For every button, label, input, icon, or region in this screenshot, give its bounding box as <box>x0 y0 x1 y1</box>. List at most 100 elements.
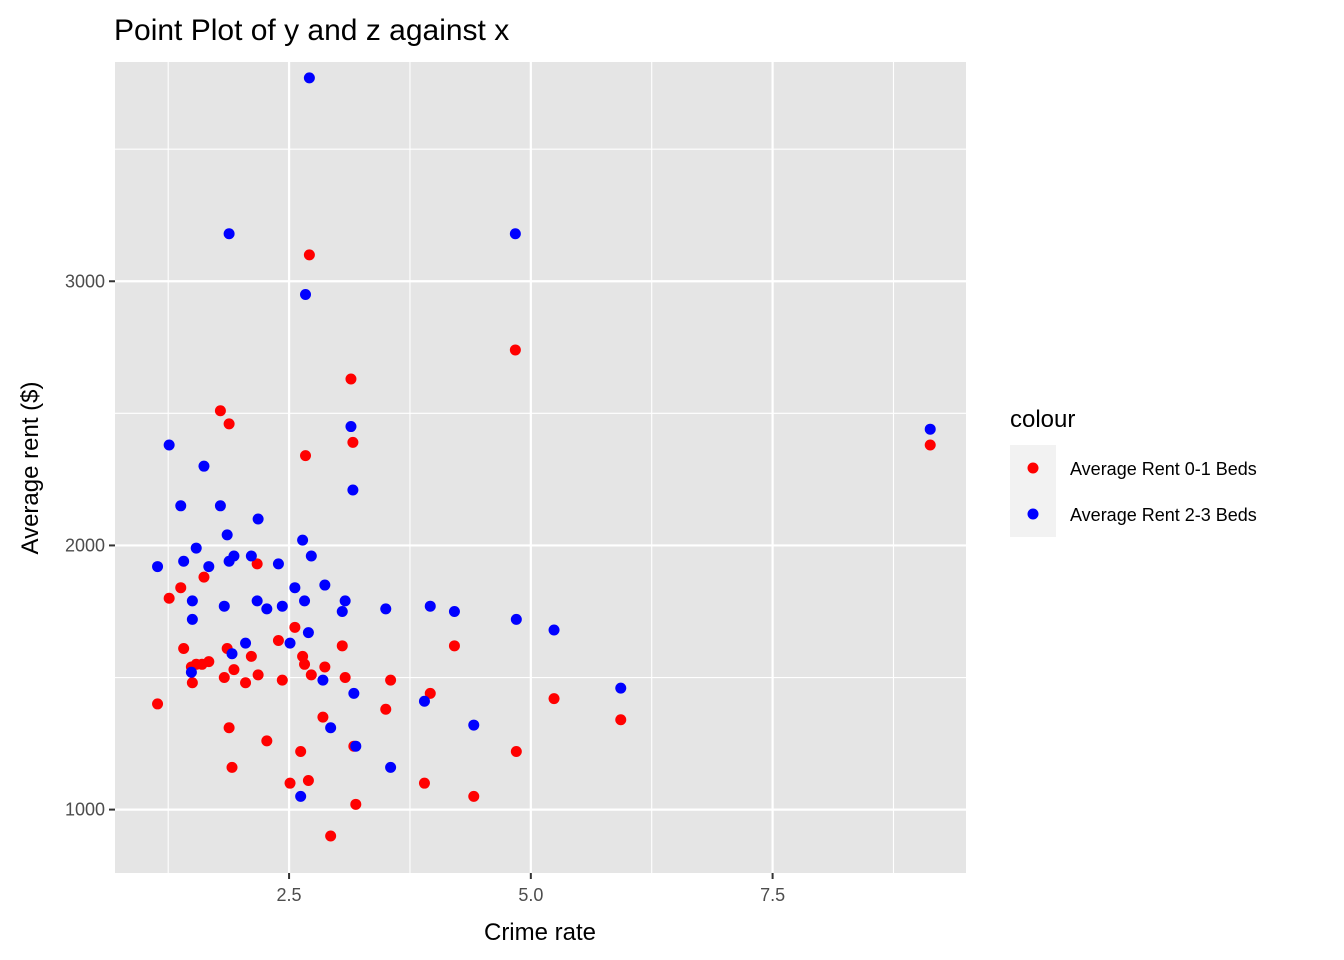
point-rent-0-1-beds <box>303 249 315 261</box>
point-rent-2-3-beds <box>347 484 359 496</box>
point-rent-0-1-beds <box>468 790 480 802</box>
x-tick-label: 7.5 <box>760 885 785 905</box>
point-rent-0-1-beds <box>203 656 215 668</box>
plot-panel <box>115 62 966 873</box>
point-rent-0-1-beds <box>347 436 359 448</box>
point-rent-2-3-beds <box>228 550 240 562</box>
point-rent-0-1-beds <box>251 558 263 570</box>
point-rent-0-1-beds <box>276 674 288 686</box>
point-rent-0-1-beds <box>223 418 235 430</box>
point-rent-2-3-beds <box>297 534 309 546</box>
point-rent-2-3-beds <box>295 790 307 802</box>
point-rent-0-1-beds <box>178 642 190 654</box>
point-rent-2-3-beds <box>251 595 263 607</box>
point-rent-2-3-beds <box>345 421 357 433</box>
point-rent-2-3-beds <box>924 423 936 435</box>
y-axis-title: Average rent ($) <box>17 382 44 555</box>
point-rent-2-3-beds <box>325 722 337 734</box>
point-rent-2-3-beds <box>424 600 436 612</box>
point-rent-2-3-beds <box>203 561 215 573</box>
point-rent-2-3-beds <box>319 579 331 591</box>
point-rent-2-3-beds <box>218 600 230 612</box>
point-rent-2-3-beds <box>245 550 257 562</box>
point-rent-0-1-beds <box>418 777 430 789</box>
legend-label-0-1-beds: Average Rent 0-1 Beds <box>1070 459 1257 479</box>
point-rent-0-1-beds <box>198 571 210 583</box>
point-rent-2-3-beds <box>190 542 202 554</box>
point-rent-0-1-beds <box>509 344 521 356</box>
point-rent-0-1-beds <box>424 687 436 699</box>
point-rent-0-1-beds <box>284 777 296 789</box>
point-rent-0-1-beds <box>319 661 331 673</box>
point-rent-2-3-beds <box>418 695 430 707</box>
point-rent-2-3-beds <box>152 561 164 573</box>
point-rent-2-3-beds <box>510 613 522 625</box>
point-rent-2-3-beds <box>385 761 397 773</box>
point-rent-0-1-beds <box>240 677 252 689</box>
point-rent-2-3-beds <box>261 603 273 615</box>
point-rent-2-3-beds <box>240 637 252 649</box>
point-rent-2-3-beds <box>223 228 235 240</box>
point-rent-0-1-beds <box>302 775 314 787</box>
point-rent-0-1-beds <box>448 640 460 652</box>
point-rent-2-3-beds <box>615 682 627 694</box>
legend-title: colour <box>1010 406 1075 433</box>
point-rent-0-1-beds <box>186 677 198 689</box>
point-rent-0-1-beds <box>924 439 936 451</box>
point-rent-2-3-beds <box>380 603 392 615</box>
point-rent-2-3-beds <box>317 674 329 686</box>
point-rent-0-1-beds <box>272 635 284 647</box>
point-rent-0-1-beds <box>295 745 307 757</box>
point-rent-0-1-beds <box>615 714 627 726</box>
point-rent-2-3-beds <box>448 605 460 617</box>
point-rent-0-1-beds <box>305 669 317 681</box>
point-rent-2-3-beds <box>284 637 296 649</box>
legend-key-0-1-beds <box>1027 462 1039 474</box>
point-rent-2-3-beds <box>302 627 314 639</box>
point-rent-2-3-beds <box>163 439 175 451</box>
point-rent-0-1-beds <box>163 592 175 604</box>
point-rent-0-1-beds <box>385 674 397 686</box>
point-rent-2-3-beds <box>303 72 315 84</box>
legend: colour Average Rent 0-1 Beds Average Ren… <box>1010 406 1257 537</box>
point-rent-0-1-beds <box>214 405 226 417</box>
point-rent-2-3-beds <box>548 624 560 636</box>
point-rent-0-1-beds <box>317 711 329 723</box>
point-rent-0-1-beds <box>228 664 240 676</box>
x-axis: 2.5 5.0 7.5 <box>277 873 785 905</box>
point-rent-0-1-beds <box>339 672 351 684</box>
point-rent-0-1-beds <box>345 373 357 385</box>
point-rent-0-1-beds <box>252 669 264 681</box>
major-gridlines <box>115 62 966 873</box>
point-rent-0-1-beds <box>152 698 164 710</box>
point-rent-0-1-beds <box>289 621 301 633</box>
point-rent-2-3-beds <box>336 605 348 617</box>
point-rent-2-3-beds <box>289 582 301 594</box>
point-rent-2-3-beds <box>299 595 311 607</box>
point-rent-0-1-beds <box>218 672 230 684</box>
point-rent-2-3-beds <box>348 687 360 699</box>
point-rent-2-3-beds <box>276 600 288 612</box>
point-rent-2-3-beds <box>339 595 351 607</box>
point-rent-2-3-beds <box>214 500 226 512</box>
point-rent-0-1-beds <box>548 693 560 705</box>
point-rent-2-3-beds <box>252 513 264 525</box>
x-tick-label: 2.5 <box>277 885 302 905</box>
y-tick-label: 1000 <box>65 800 105 820</box>
legend-keys-background <box>1010 445 1056 537</box>
point-rent-2-3-beds <box>300 288 312 300</box>
point-rent-0-1-beds <box>510 745 522 757</box>
point-rent-2-3-beds <box>350 740 362 752</box>
data-points <box>152 72 936 842</box>
chart-title: Point Plot of y and z against x <box>114 14 509 47</box>
point-rent-2-3-beds <box>272 558 284 570</box>
point-rent-0-1-beds <box>175 582 187 594</box>
point-rent-2-3-beds <box>305 550 317 562</box>
point-rent-2-3-beds <box>175 500 187 512</box>
point-rent-2-3-beds <box>186 595 198 607</box>
point-rent-2-3-beds <box>185 666 197 678</box>
point-rent-2-3-beds <box>186 613 198 625</box>
legend-label-2-3-beds: Average Rent 2-3 Beds <box>1070 505 1257 525</box>
point-rent-2-3-beds <box>226 648 238 660</box>
